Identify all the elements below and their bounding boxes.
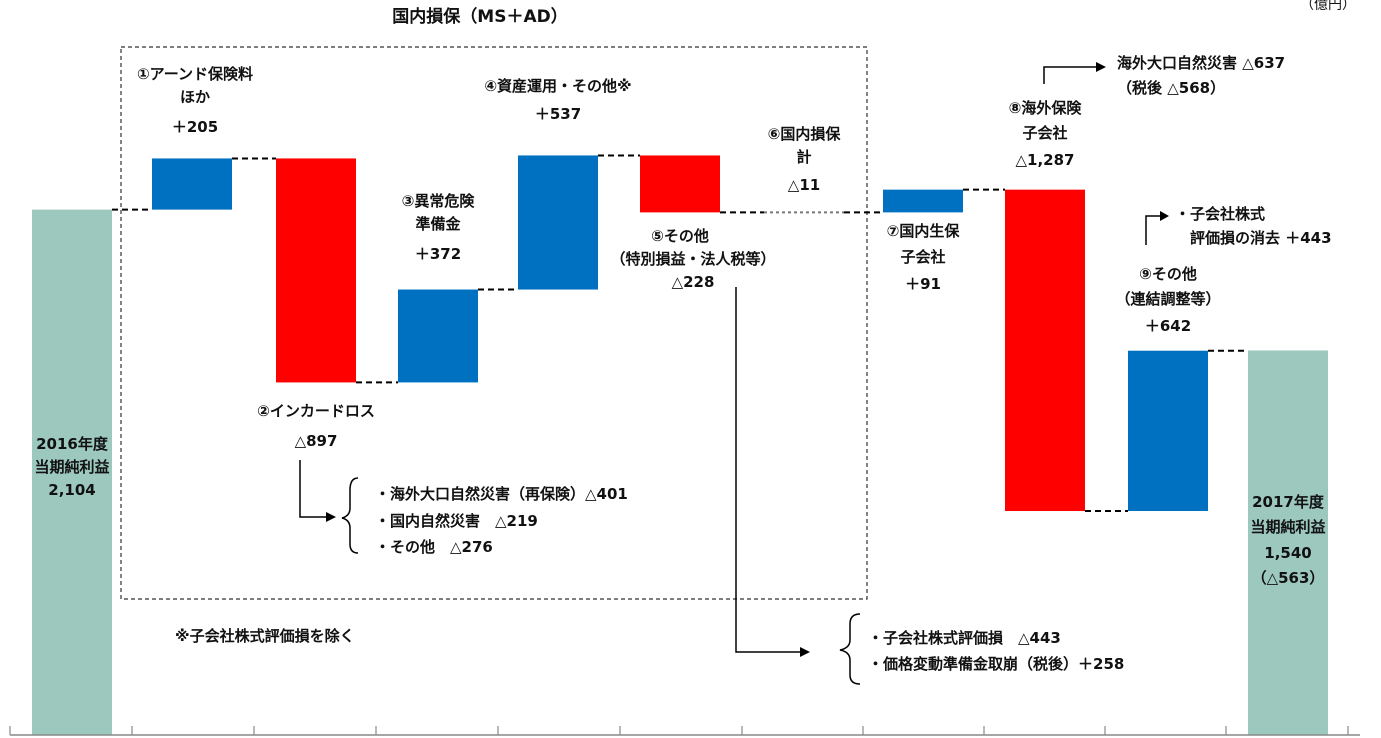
arrow-consolidation [1145,215,1160,245]
bar-step-3 [398,289,478,383]
label-step6-line1: ⑥国内損保 [767,125,841,143]
label-step7-line2: 子会社 [900,248,946,266]
label-step5-value: △228 [671,273,715,291]
label-step9-value: ＋642 [1144,317,1192,335]
label-step1-value: ＋205 [171,118,219,136]
x-axis [9,726,1360,736]
label-step7-value: ＋91 [905,275,941,293]
label-step5-line1: ⑤その他 [651,227,709,245]
callout-overseas-2: （税後 △568） [1117,79,1226,97]
arrow-consolidation-head [1160,211,1169,221]
brace-incurred-loss [341,477,359,554]
unit-label: （億円） [1300,0,1356,13]
label-2017-change: （△563） [1251,569,1325,587]
arrow-incurred-loss [299,460,326,518]
arrow-overseas [1043,66,1096,84]
callout-other-1: ・子会社株式評価損 △443 [868,629,1061,647]
footnote: ※子会社株式評価損を除く [175,627,355,645]
label-step8-line2: 子会社 [1022,124,1068,142]
callout-incurred-loss-2: ・国内自然災害 △219 [375,512,538,530]
callout-other-2: ・価格変動準備金取崩（税後）＋258 [868,655,1125,673]
brace-other [839,613,861,685]
arrow-other-head [800,647,810,657]
label-step4-line1: ④資産運用・その他※ [484,77,632,95]
label-step2-value: △897 [294,432,338,450]
label-2017-line2: 当期純利益 [1250,518,1326,536]
callout-consolidation-1: ・子会社株式 [1175,205,1266,223]
label-2017-line1: 2017年度 [1252,493,1324,511]
bar-step-9 [1128,350,1208,512]
arrow-other [735,287,800,653]
label-step3-line2: 準備金 [415,215,461,233]
domestic-pc-group-box [120,46,868,600]
label-step9-line2: （連結調整等） [1115,290,1221,308]
label-2016-value: 2,104 [48,481,96,499]
label-step7-line1: ⑦国内生保 [886,222,960,240]
callout-incurred-loss-1: ・海外大口自然災害（再保険）△401 [375,485,628,503]
callout-overseas-1: 海外大口自然災害 △637 [1117,54,1286,72]
bar-step-7 [883,189,963,213]
label-step9-line1: ⑨その他 [1139,265,1197,283]
bar-step-5 [640,155,720,213]
arrow-overseas-head [1096,62,1106,72]
arrow-incurred-loss-head [326,512,336,522]
label-step6-line2: 計 [796,148,812,166]
label-step4-value: ＋537 [534,105,582,123]
bar-total-0 [32,209,112,735]
group-box-outline [120,46,868,600]
label-2017-value: 1,540 [1264,544,1312,562]
label-step8-line1: ⑧海外保険 [1008,99,1082,117]
callout-consolidation-2: 評価損の消去 ＋443 [1190,229,1332,247]
bar-step-8 [1005,189,1085,512]
connectors-layer [112,154,1248,513]
label-step5-line2: （特別損益・法人税等） [610,250,776,268]
bars-layer [32,155,1328,735]
callout-incurred-loss-3: ・その他 △276 [375,538,493,556]
label-step3-line1: ③異常危険 [401,192,475,210]
chart-title: 国内損保（MS＋AD） [392,7,568,27]
label-step1-line2: ほか [179,88,211,106]
label-step1-line1: ①アーンド保険料 [136,65,254,83]
label-2016-line2: 当期純利益 [34,458,110,476]
label-step6-value: △11 [787,176,821,194]
label-2016-line1: 2016年度 [36,435,108,453]
bar-total-10 [1248,350,1328,735]
callout-arrows [299,62,1169,685]
label-step2-line1: ②インカードロス [257,402,375,420]
bar-step-4 [518,155,598,290]
bar-step-1 [152,158,232,210]
bar-step-2 [276,158,356,383]
label-step3-value: ＋372 [414,245,462,263]
label-step8-value: △1,287 [1015,151,1075,169]
